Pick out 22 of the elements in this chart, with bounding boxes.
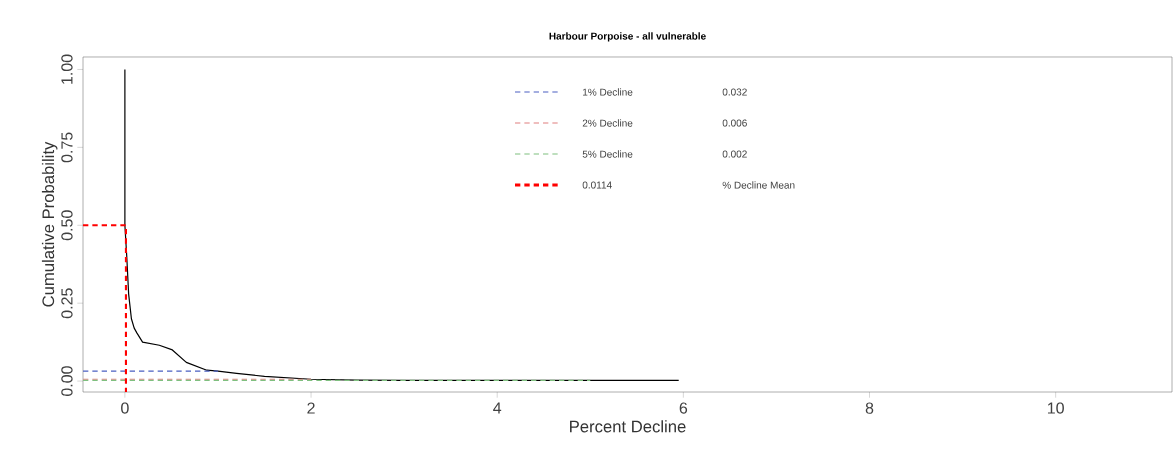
x-tick-label: 10 <box>1047 402 1064 414</box>
y-tick-label: 0.00 <box>61 366 73 397</box>
x-tick-label: 8 <box>865 402 874 414</box>
x-tick-label: 0 <box>121 402 129 414</box>
y-axis-title: Cumulative Probability <box>41 141 58 307</box>
annotation: 0.032 <box>722 88 747 96</box>
y-tick-label: 1.00 <box>61 54 73 84</box>
annotation: 0.002 <box>722 150 747 158</box>
legend-label: 5% Decline <box>582 150 633 158</box>
x-tick-label: 4 <box>493 402 502 414</box>
annotation: % Decline Mean <box>722 181 795 189</box>
y-tick-label: 0.75 <box>61 132 73 163</box>
x-tick-label: 2 <box>307 402 315 414</box>
legend-label: 0.0114 <box>582 181 612 189</box>
annotation: 0.006 <box>722 119 747 127</box>
x-axis-title: Percent Decline <box>570 420 686 433</box>
legend-label: 2% Decline <box>582 119 633 127</box>
legend-label: 1% Decline <box>583 88 633 96</box>
y-tick-label: 0.25 <box>61 288 73 319</box>
x-tick-label: 6 <box>679 402 688 414</box>
y-tick-label: 0.50 <box>61 210 73 241</box>
chart-title: Harbour Porpoise - all vulnerable <box>549 32 706 42</box>
